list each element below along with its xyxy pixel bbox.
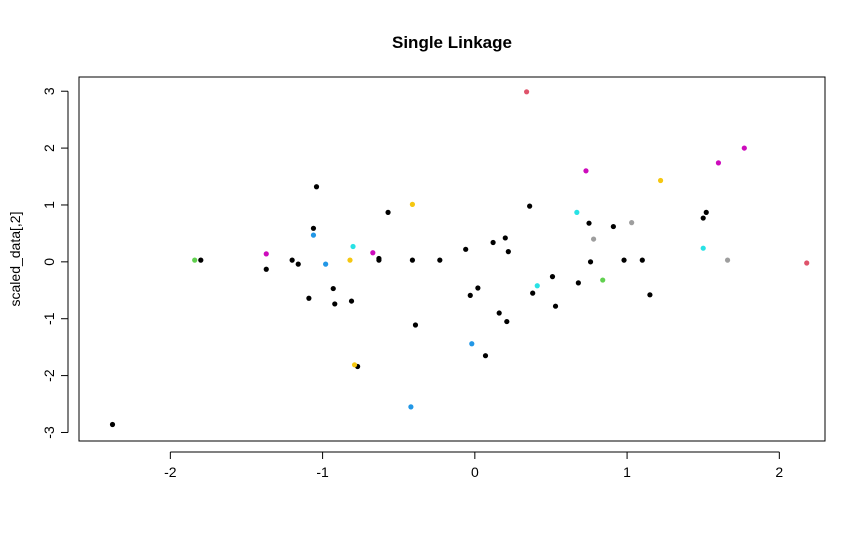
y-tick-label: -3 bbox=[41, 426, 57, 439]
data-point bbox=[549, 274, 556, 280]
data-point bbox=[323, 261, 329, 267]
data-point bbox=[530, 290, 536, 296]
data-point bbox=[347, 257, 353, 263]
y-tick-label: -1 bbox=[41, 312, 57, 325]
data-point bbox=[505, 249, 511, 255]
data-point bbox=[310, 232, 317, 238]
data-point bbox=[263, 251, 269, 257]
data-point bbox=[629, 220, 635, 226]
data-point bbox=[583, 168, 589, 174]
data-point bbox=[703, 209, 709, 215]
data-point bbox=[490, 239, 496, 246]
data-point bbox=[192, 257, 198, 263]
data-point bbox=[610, 223, 616, 230]
y-tick-label: 0 bbox=[41, 258, 57, 266]
data-point bbox=[657, 177, 664, 184]
data-point bbox=[724, 257, 731, 263]
data-point bbox=[198, 257, 204, 263]
data-point bbox=[408, 404, 414, 410]
data-point bbox=[527, 203, 533, 209]
data-point bbox=[639, 257, 645, 263]
x-tick-label: -1 bbox=[316, 464, 329, 480]
data-point bbox=[313, 184, 320, 190]
data-point bbox=[804, 260, 810, 266]
data-point bbox=[475, 285, 481, 291]
x-tick-label: 0 bbox=[471, 464, 479, 480]
y-tick-label: 2 bbox=[41, 144, 57, 152]
y-axis-label: scaled_data[,2] bbox=[7, 212, 23, 307]
data-point bbox=[587, 259, 594, 265]
data-point bbox=[412, 322, 419, 328]
x-axis: -2 -1 0 1 2 bbox=[164, 451, 783, 480]
x-tick-label: 1 bbox=[623, 464, 631, 480]
y-tick-label: -2 bbox=[41, 369, 57, 382]
data-point bbox=[502, 235, 508, 241]
data-point bbox=[289, 257, 295, 263]
data-point bbox=[409, 201, 416, 207]
data-point bbox=[350, 243, 356, 250]
data-point bbox=[263, 266, 269, 272]
x-tick-label: 2 bbox=[775, 464, 783, 480]
data-point bbox=[370, 250, 376, 256]
data-point bbox=[348, 298, 355, 304]
data-point bbox=[332, 301, 338, 307]
data-point bbox=[590, 236, 597, 242]
data-point bbox=[715, 160, 722, 166]
data-point bbox=[524, 89, 530, 95]
data-point bbox=[552, 303, 559, 309]
data-points bbox=[109, 89, 810, 428]
data-point bbox=[469, 341, 475, 347]
data-point bbox=[575, 280, 581, 286]
data-point bbox=[109, 421, 116, 428]
data-point bbox=[741, 145, 747, 151]
data-point bbox=[482, 353, 489, 359]
data-point bbox=[621, 257, 627, 263]
data-point bbox=[330, 285, 336, 292]
data-point bbox=[385, 209, 391, 215]
y-tick-label: 1 bbox=[41, 201, 57, 209]
data-point bbox=[647, 292, 653, 298]
data-point bbox=[409, 257, 416, 263]
data-point bbox=[437, 257, 443, 263]
data-point bbox=[306, 295, 312, 301]
data-point bbox=[600, 277, 606, 283]
chart-title: Single Linkage bbox=[392, 33, 512, 52]
data-point bbox=[463, 246, 469, 252]
data-point bbox=[496, 310, 502, 316]
data-point bbox=[700, 245, 706, 251]
data-point bbox=[534, 283, 540, 289]
data-point bbox=[700, 215, 706, 221]
data-point bbox=[351, 362, 358, 368]
y-axis: -3 -2 -1 0 1 2 3 bbox=[41, 87, 69, 439]
data-point bbox=[574, 209, 580, 215]
data-point bbox=[504, 318, 510, 325]
plot-frame bbox=[78, 76, 826, 442]
data-point bbox=[376, 255, 382, 262]
x-tick-label: -2 bbox=[164, 464, 177, 480]
data-point bbox=[467, 292, 473, 298]
data-point bbox=[586, 220, 592, 226]
data-point bbox=[295, 261, 301, 267]
data-point bbox=[310, 225, 317, 231]
y-tick-label: 3 bbox=[41, 87, 57, 95]
